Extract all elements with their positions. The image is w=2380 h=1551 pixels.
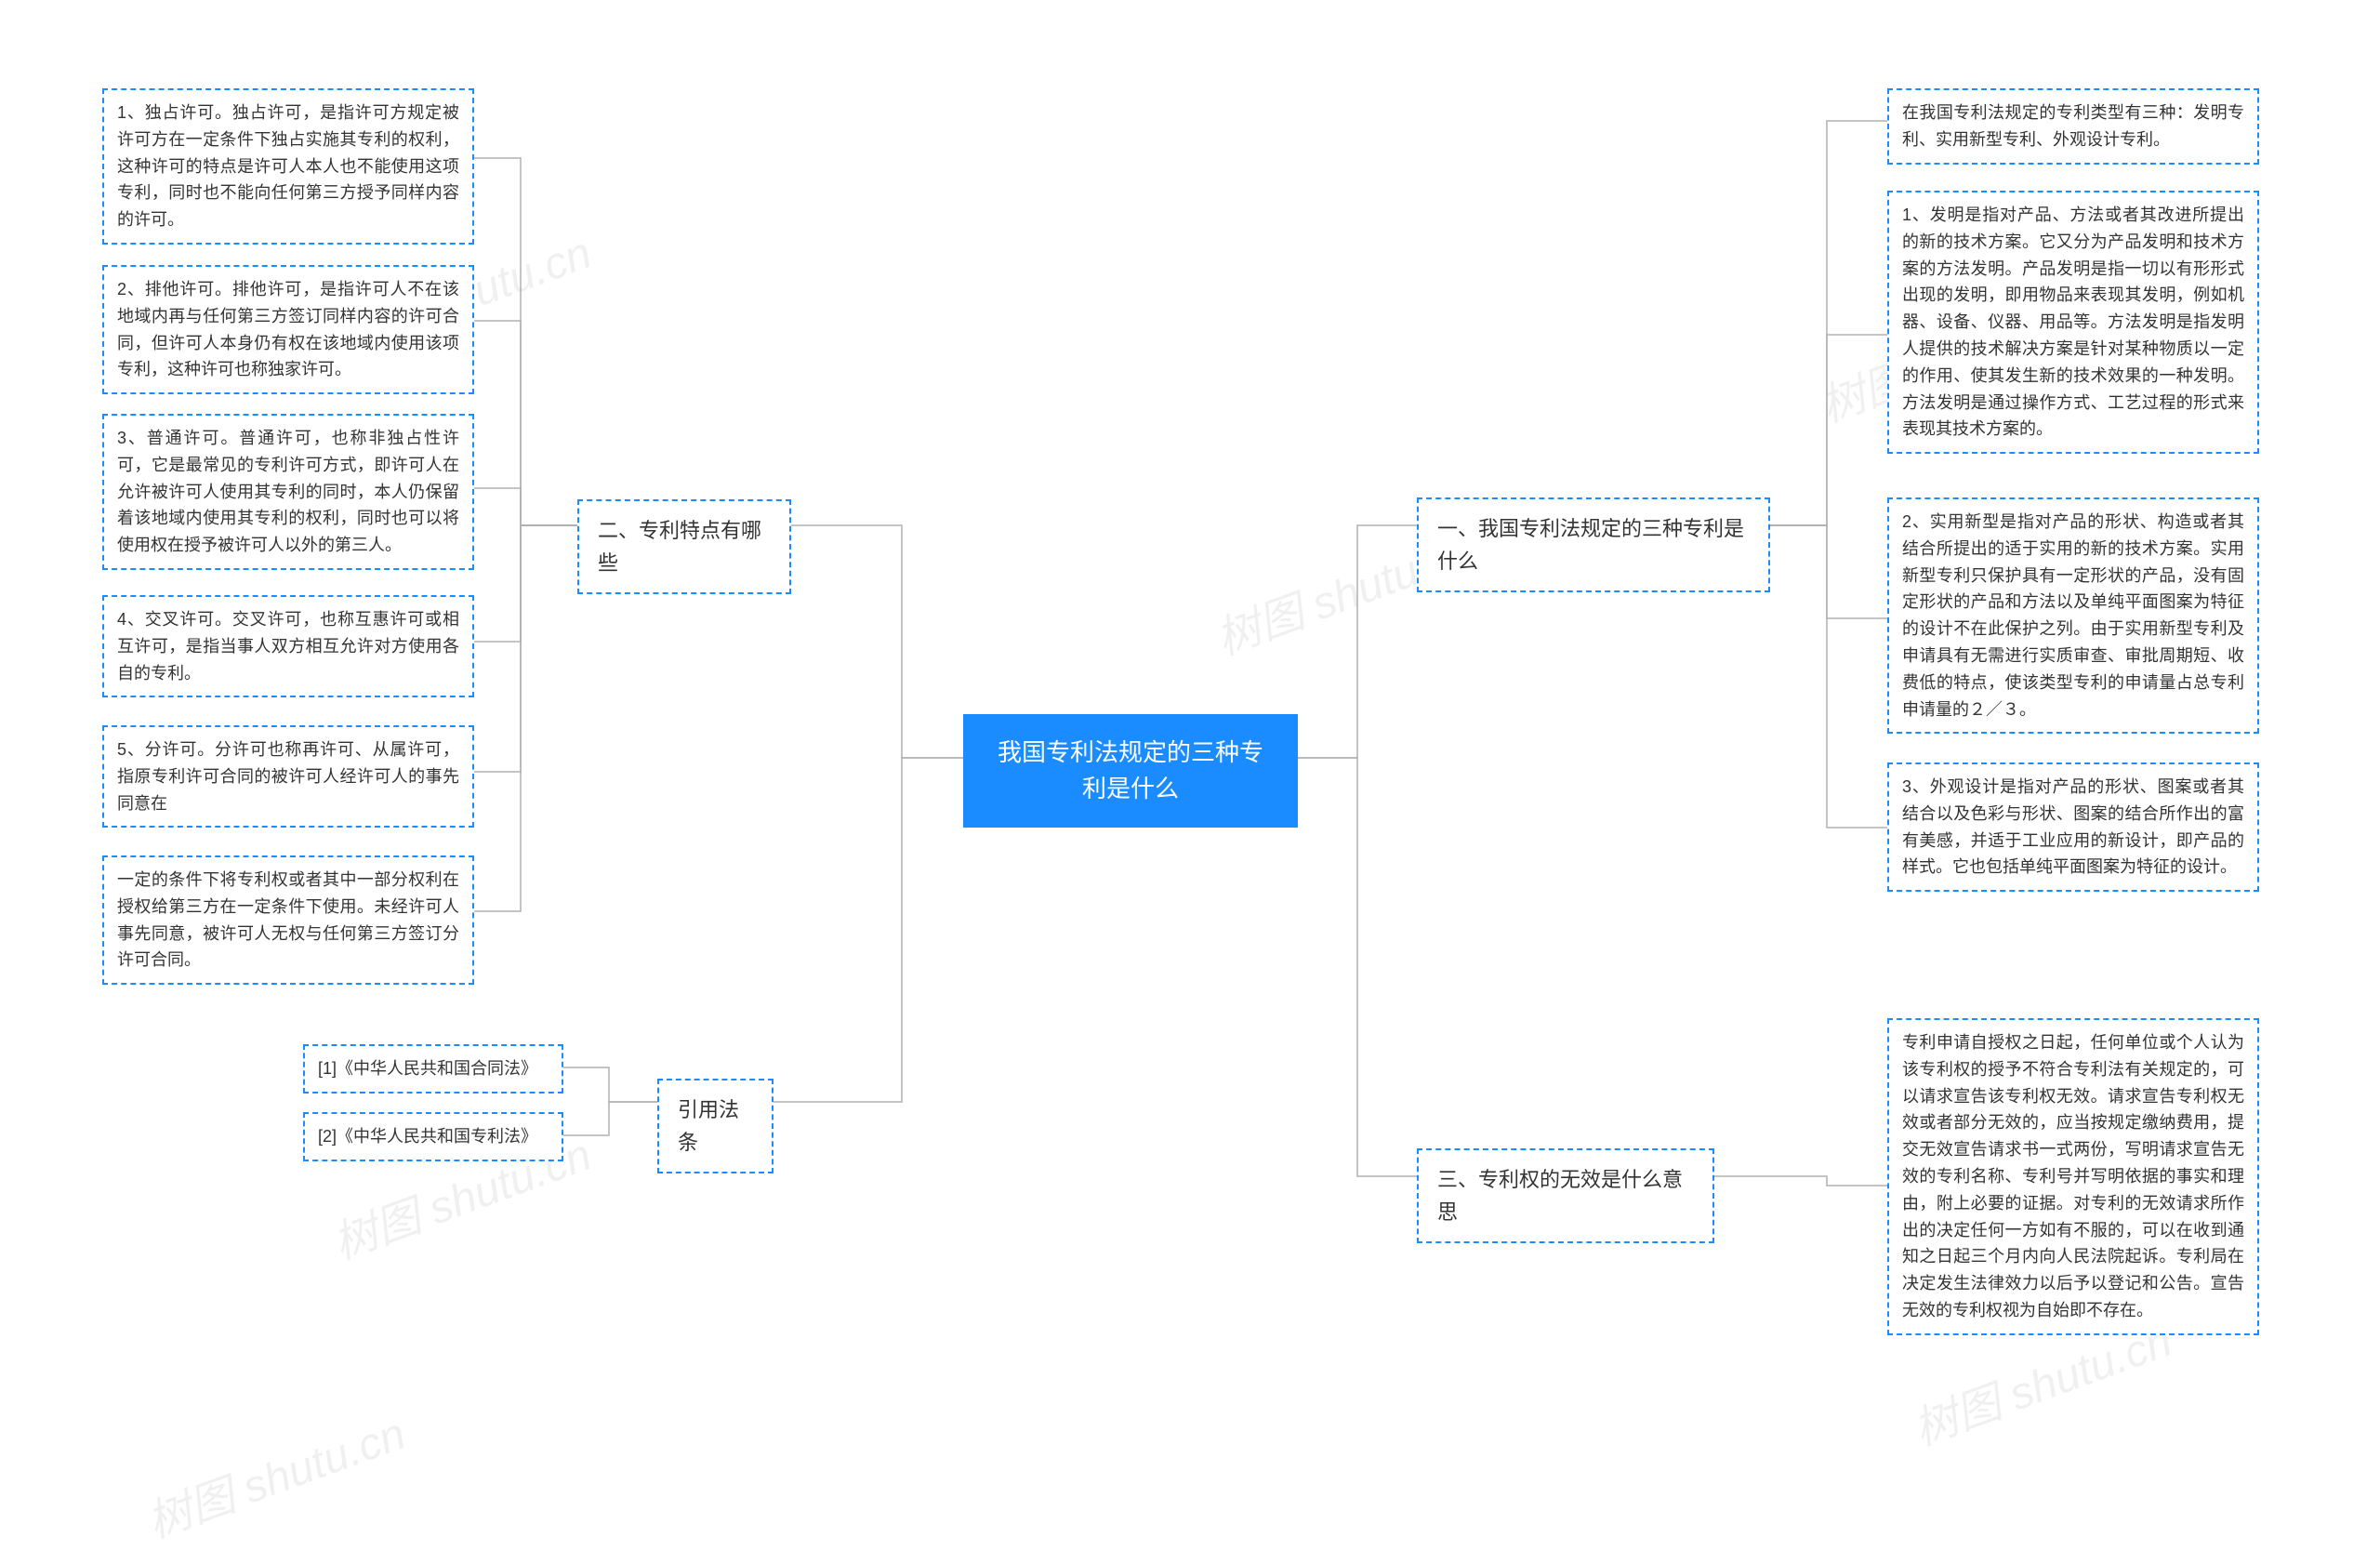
leaf-right-1-2: 2、实用新型是指对产品的形状、构造或者其结合所提出的适于实用的新的技术方案。实用… [1887,497,2259,734]
leaf-left-2-0: [1]《中华人民共和国合同法》 [303,1044,563,1094]
leaf-left-1-0: 1、独占许可。独占许可，是指许可方规定被许可方在一定条件下独占实施其专利的权利，… [102,88,474,245]
branch-left-1: 二、专利特点有哪些 [577,499,791,594]
leaf-left-1-2: 3、普通许可。普通许可，也称非独占性许可，它是最常见的专利许可方式，即许可人在允… [102,414,474,570]
mindmap-canvas: 树图 shutu.cn 树图 shutu.cn 树图 shutu.cn 树图 s… [0,0,2380,1483]
branch-right-2: 三、专利权的无效是什么意思 [1417,1148,1714,1243]
leaf-right-2-0: 专利申请自授权之日起，任何单位或个人认为该专利权的授予不符合专利法有关规定的，可… [1887,1018,2259,1335]
leaf-right-1-1: 1、发明是指对产品、方法或者其改进所提出的新的技术方案。它又分为产品发明和技术方… [1887,191,2259,454]
branch-right-1: 一、我国专利法规定的三种专利是什么 [1417,497,1770,592]
leaf-left-1-4: 5、分许可。分许可也称再许可、从属许可，指原专利许可合同的被许可人经许可人的事先… [102,725,474,828]
leaf-right-1-3: 3、外观设计是指对产品的形状、图案或者其结合以及色彩与形状、图案的结合所作出的富… [1887,762,2259,892]
leaf-left-1-1: 2、排他许可。排他许可，是指许可人不在该地域内再与任何第三方签订同样内容的许可合… [102,265,474,394]
center-node: 我国专利法规定的三种专利是什么 [963,714,1298,828]
leaf-right-1-0: 在我国专利法规定的专利类型有三种：发明专利、实用新型专利、外观设计专利。 [1887,88,2259,165]
watermark: 树图 shutu.cn [137,1397,413,1550]
leaf-left-1-5: 一定的条件下将专利权或者其中一部分权利在授权给第三方在一定条件下使用。未经许可人… [102,855,474,985]
leaf-left-2-1: [2]《中华人民共和国专利法》 [303,1112,563,1161]
branch-left-2: 引用法条 [657,1079,774,1173]
leaf-left-1-3: 4、交叉许可。交叉许可，也称互惠许可或相互许可，是指当事人双方相互允许对方使用各… [102,595,474,697]
